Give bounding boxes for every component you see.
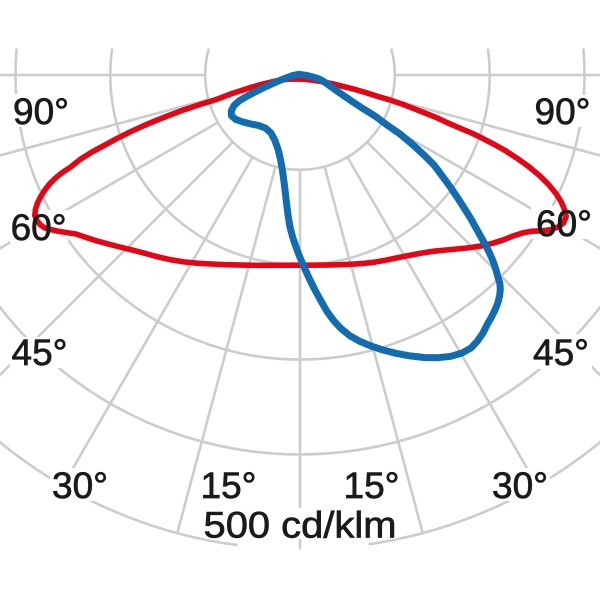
svg-text:15°: 15°	[201, 465, 257, 506]
svg-text:30°: 30°	[52, 465, 108, 506]
svg-text:45°: 45°	[12, 332, 68, 373]
svg-text:30°: 30°	[492, 465, 548, 506]
svg-text:60°: 60°	[536, 203, 592, 244]
svg-text:90°: 90°	[535, 91, 591, 132]
svg-text:15°: 15°	[344, 465, 400, 506]
svg-text:60°: 60°	[11, 207, 67, 248]
svg-text:90°: 90°	[13, 91, 69, 132]
svg-text:500 cd/klm: 500 cd/klm	[204, 505, 397, 546]
svg-text:45°: 45°	[533, 332, 589, 373]
